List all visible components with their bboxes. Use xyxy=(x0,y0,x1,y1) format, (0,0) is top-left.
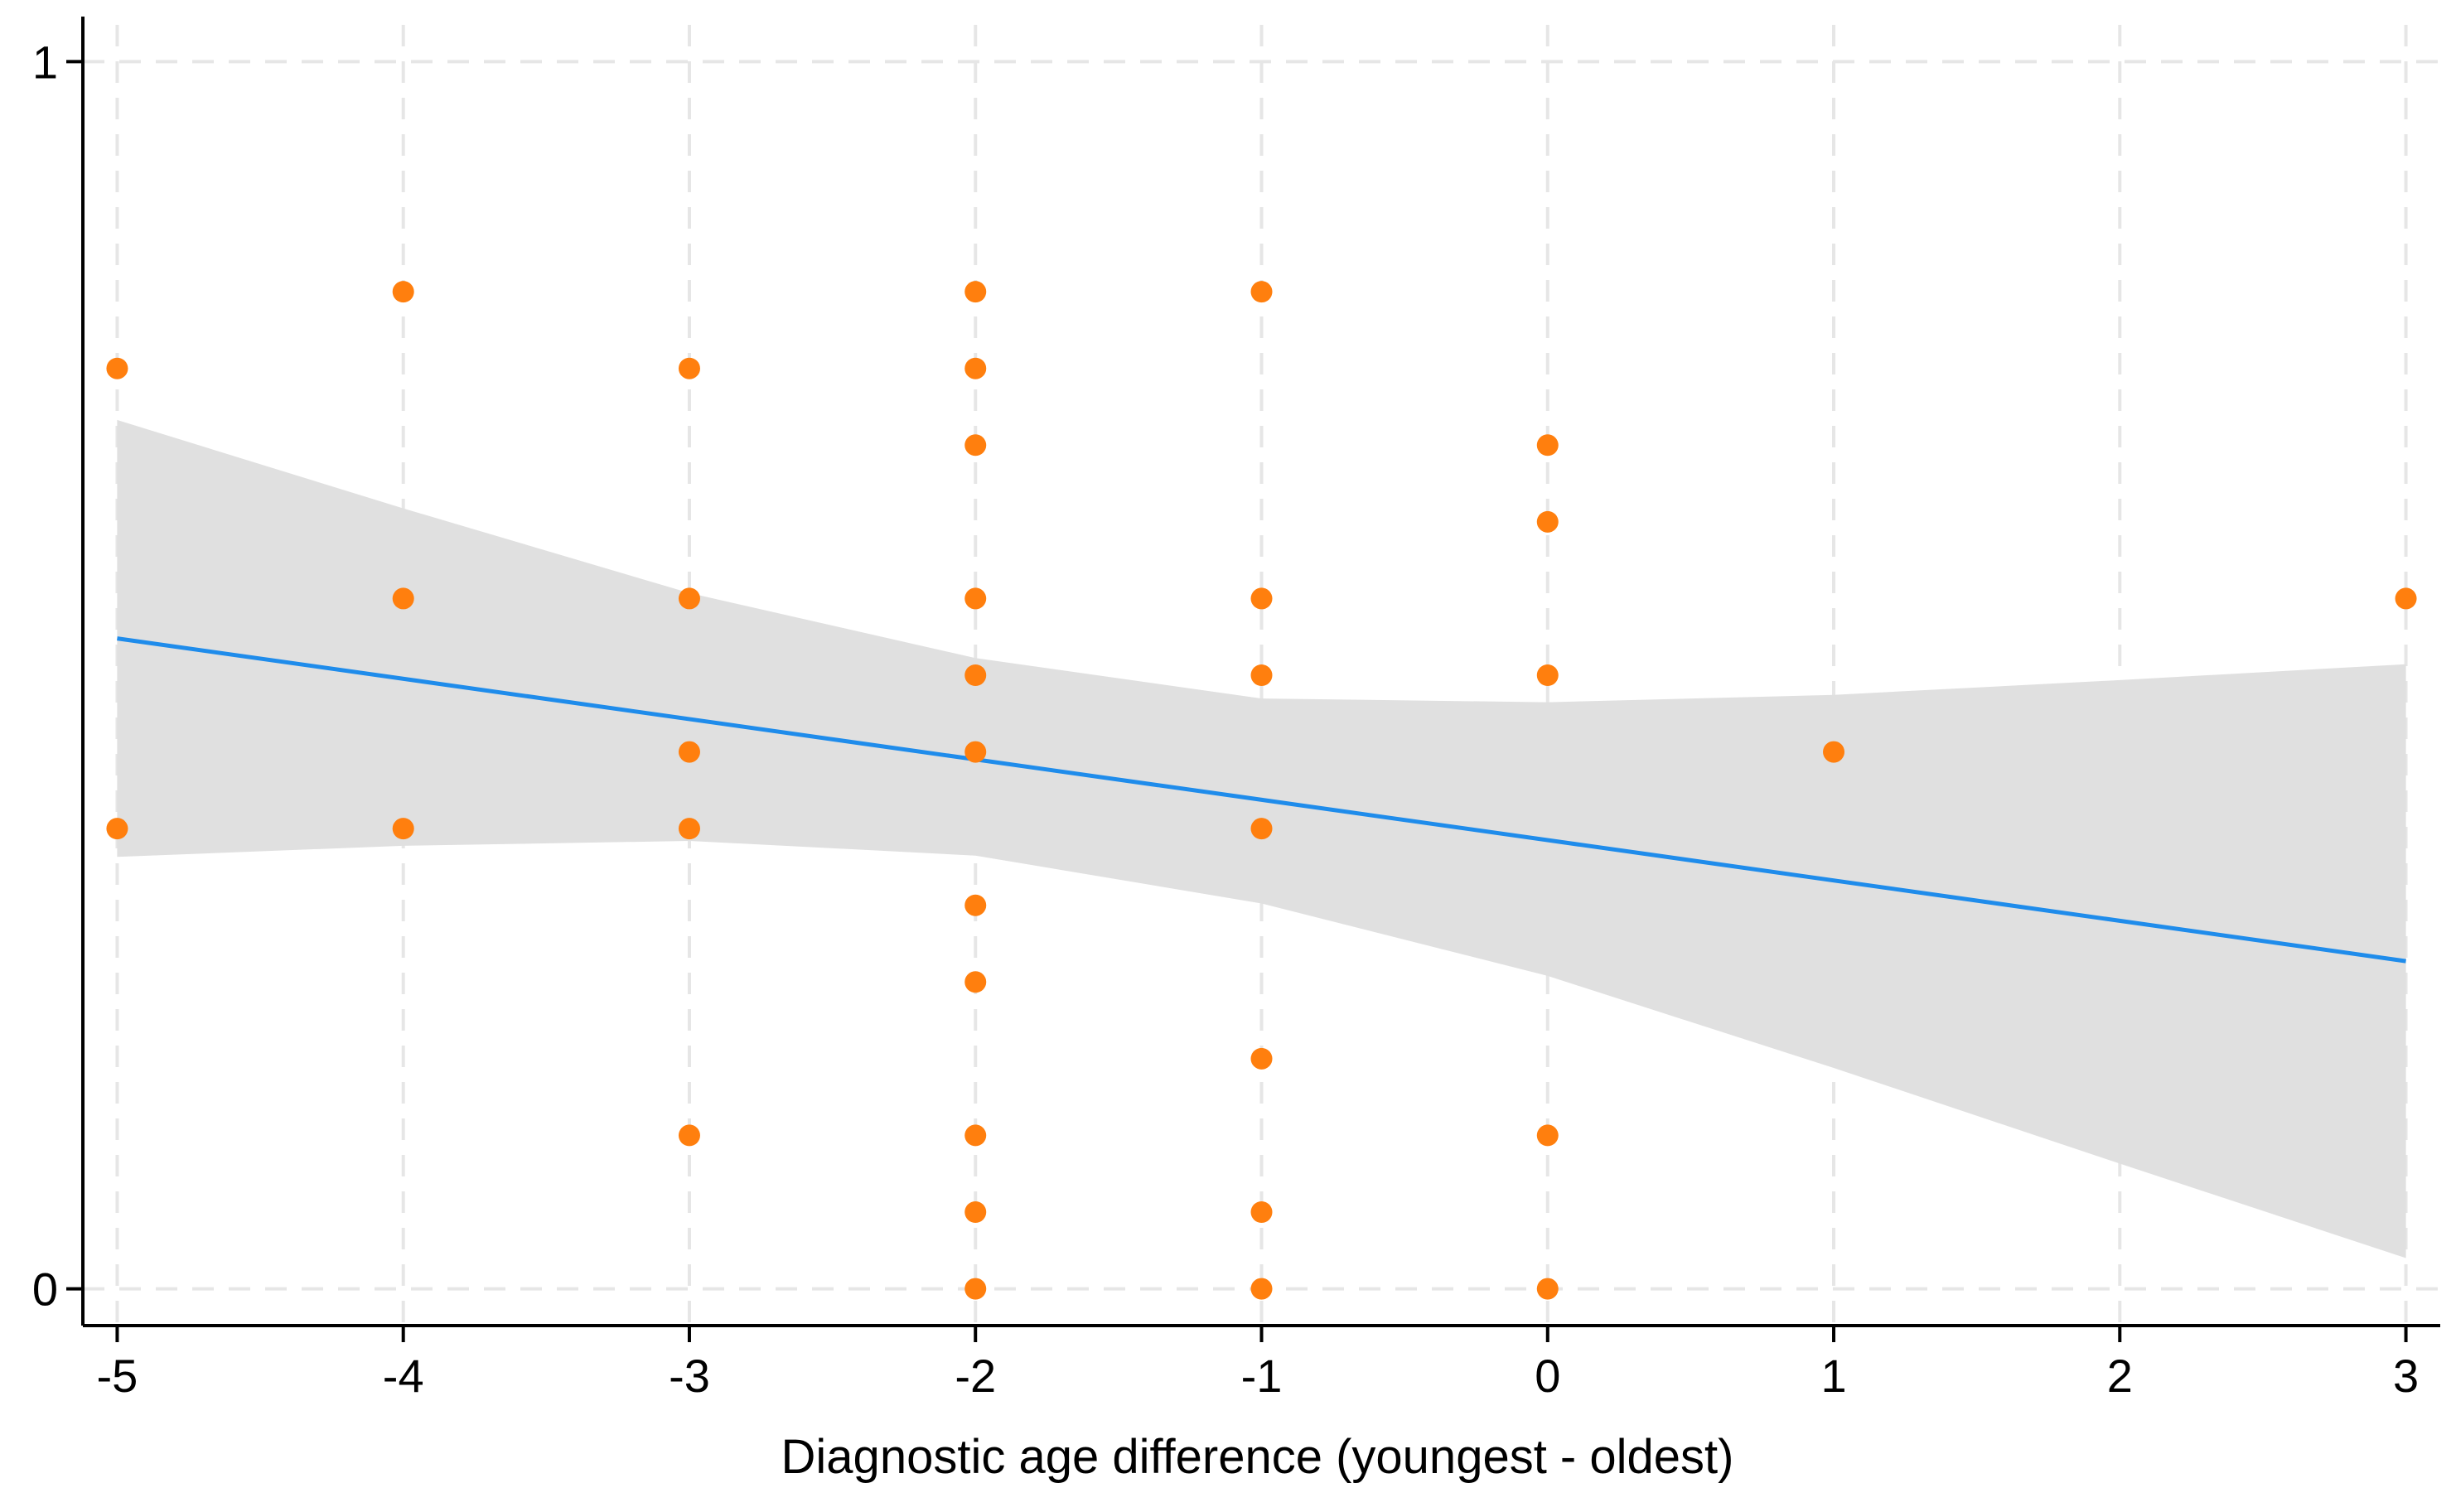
axes-layer: -5 -4 -3 -2 -1 0 1 2 3 0 1 xyxy=(32,17,2440,1402)
data-point xyxy=(2395,587,2417,610)
data-point xyxy=(678,741,700,763)
x-tick-label: -1 xyxy=(1241,1350,1283,1402)
data-point xyxy=(964,741,987,763)
data-point xyxy=(1250,281,1273,303)
data-point xyxy=(678,1124,700,1147)
x-axis-title: Diagnostic age difference (youngest - ol… xyxy=(781,1430,1734,1484)
x-tick-label: 2 xyxy=(2107,1350,2133,1402)
data-point xyxy=(678,587,700,610)
data-point xyxy=(106,818,128,840)
data-point xyxy=(1536,434,1559,456)
data-point xyxy=(964,587,987,610)
y-tick-label: 0 xyxy=(32,1263,58,1316)
x-tick-label: 1 xyxy=(1820,1350,1846,1402)
data-point xyxy=(678,818,700,840)
data-point xyxy=(1250,1278,1273,1300)
data-point xyxy=(964,1278,987,1300)
x-tick-label: -4 xyxy=(383,1350,424,1402)
data-point xyxy=(1250,1200,1273,1223)
data-point xyxy=(392,818,414,840)
data-point xyxy=(1536,510,1559,533)
data-point xyxy=(1536,664,1559,686)
x-tick-label: -2 xyxy=(955,1350,996,1402)
data-point xyxy=(1250,818,1273,840)
data-points-layer xyxy=(106,281,2417,1300)
data-point xyxy=(678,357,700,379)
x-tick-label: 3 xyxy=(2393,1350,2419,1402)
data-point xyxy=(1250,587,1273,610)
fit-line xyxy=(117,636,2406,964)
data-point xyxy=(964,1124,987,1147)
data-point xyxy=(1536,1278,1559,1300)
data-point xyxy=(964,664,987,686)
data-point xyxy=(1823,741,1845,763)
fit-line-layer xyxy=(117,636,2406,964)
data-point xyxy=(1250,664,1273,686)
x-tick-label: 0 xyxy=(1535,1350,1560,1402)
x-tick-label: -5 xyxy=(97,1350,138,1402)
y-tick-label: 1 xyxy=(32,36,58,88)
data-point xyxy=(964,971,987,993)
data-point xyxy=(106,357,128,379)
data-point xyxy=(392,587,414,610)
data-point xyxy=(392,281,414,303)
data-point xyxy=(964,1200,987,1223)
data-point xyxy=(964,281,987,303)
x-tick-label: -3 xyxy=(669,1350,710,1402)
data-point xyxy=(964,357,987,379)
data-point xyxy=(964,434,987,456)
data-point xyxy=(1536,1124,1559,1147)
data-point xyxy=(964,894,987,916)
data-point xyxy=(1250,1047,1273,1070)
